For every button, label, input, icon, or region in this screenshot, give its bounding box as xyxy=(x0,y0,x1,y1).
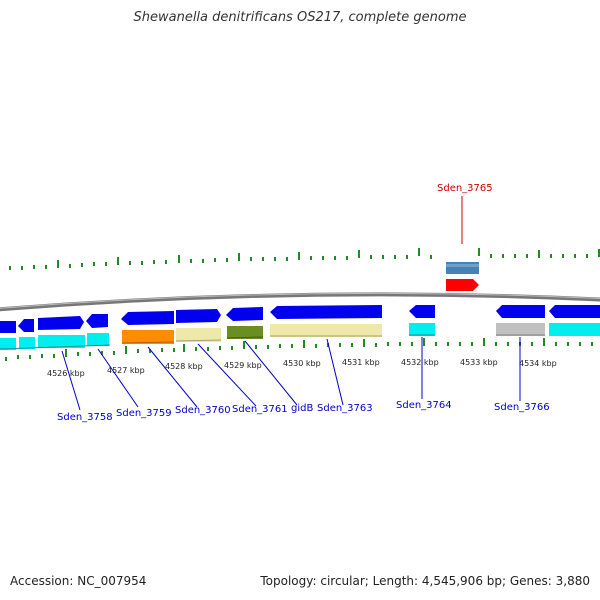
gene-label-sden-3761[interactable]: Sden_3761 xyxy=(232,404,288,415)
gene-sden-3765-arrow[interactable] xyxy=(446,279,479,291)
kbp-scale: 4526 kbp 4527 kbp 4528 kbp 4529 kbp 4530… xyxy=(47,358,557,378)
gene-label-sden-3760[interactable]: Sden_3760 xyxy=(175,405,231,416)
kbp-label: 4528 kbp xyxy=(165,362,203,371)
cds-track xyxy=(0,323,600,350)
cds-box[interactable] xyxy=(87,333,109,346)
gene-label-sden-3763[interactable]: Sden_3763 xyxy=(317,403,373,414)
gene-arrow[interactable] xyxy=(226,307,263,321)
kbp-label: 4526 kbp xyxy=(47,369,85,378)
genome-backbone-highlight xyxy=(0,292,600,309)
label-leaders xyxy=(61,337,521,411)
kbp-label: 4533 kbp xyxy=(460,358,498,367)
gene-label-gidb[interactable]: gidB xyxy=(291,403,313,414)
gene-arrow[interactable] xyxy=(409,305,435,318)
cds-box-gray[interactable] xyxy=(496,323,545,336)
feature-box-steel[interactable] xyxy=(446,262,479,274)
kbp-label: 4531 kbp xyxy=(342,358,380,367)
upper-tick-track xyxy=(9,248,600,270)
gene-label-sden-3765[interactable]: Sden_3765 xyxy=(437,183,493,194)
gene-arrow[interactable] xyxy=(121,311,174,325)
kbp-label: 4529 kbp xyxy=(224,361,262,370)
gene-label-sden-3764[interactable]: Sden_3764 xyxy=(396,400,452,411)
map-title: Shewanella denitrificans OS217, complete… xyxy=(133,10,467,25)
cds-box-olive[interactable] xyxy=(227,326,263,339)
gene-arrow[interactable] xyxy=(549,305,600,318)
gene-arrow[interactable] xyxy=(0,321,16,333)
cds-box-khaki[interactable] xyxy=(176,328,221,342)
gene-arrow[interactable] xyxy=(86,314,108,328)
cds-box[interactable] xyxy=(0,338,16,350)
gene-label-sden-3758[interactable]: Sden_3758 xyxy=(57,412,113,423)
gene-arrow[interactable] xyxy=(270,305,382,319)
forward-gene-track xyxy=(0,305,600,333)
kbp-label: 4534 kbp xyxy=(519,359,557,368)
cds-box[interactable] xyxy=(19,337,35,349)
kbp-label: 4532 kbp xyxy=(401,358,439,367)
gene-arrow[interactable] xyxy=(38,316,84,330)
topology-label: Topology: circular; Length: 4,545,906 bp… xyxy=(260,574,590,588)
cds-box[interactable] xyxy=(409,323,435,336)
gene-label-sden-3759[interactable]: Sden_3759 xyxy=(116,408,172,419)
accession-label: Accession: NC_007954 xyxy=(10,574,147,588)
gene-label-sden-3766[interactable]: Sden_3766 xyxy=(494,402,550,413)
cds-box-khaki[interactable] xyxy=(270,324,382,337)
cds-box[interactable] xyxy=(549,323,600,336)
genome-backbone xyxy=(0,292,600,312)
gene-arrow[interactable] xyxy=(18,319,34,332)
cds-box[interactable] xyxy=(38,335,85,348)
gene-labels: Sden_3758 Sden_3759 Sden_3760 Sden_3761 … xyxy=(57,183,550,423)
gene-arrow[interactable] xyxy=(176,309,221,323)
gene-arrow[interactable] xyxy=(496,305,545,318)
lower-tick-track xyxy=(5,338,593,361)
kbp-label: 4527 kbp xyxy=(107,366,145,375)
cds-box-orange[interactable] xyxy=(122,330,174,344)
kbp-label: 4530 kbp xyxy=(283,359,321,368)
feature-box-steel-highlight xyxy=(446,264,479,267)
